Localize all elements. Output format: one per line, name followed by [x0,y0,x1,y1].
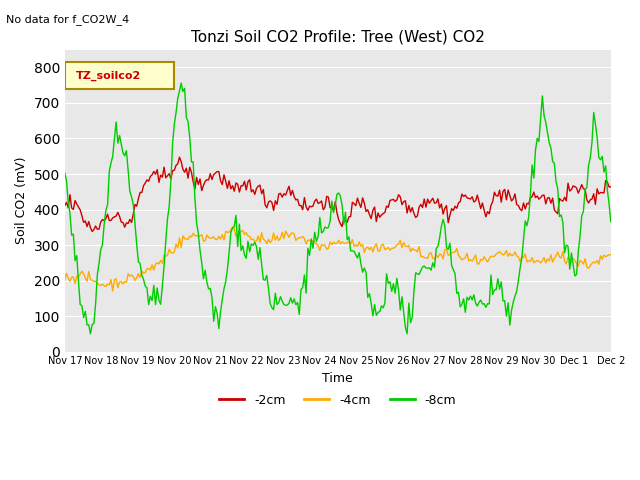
Text: TZ_soilco2: TZ_soilco2 [76,70,141,81]
Legend: -2cm, -4cm, -8cm: -2cm, -4cm, -8cm [214,389,461,412]
Title: Tonzi Soil CO2 Profile: Tree (West) CO2: Tonzi Soil CO2 Profile: Tree (West) CO2 [191,29,484,44]
FancyBboxPatch shape [65,62,174,89]
Y-axis label: Soil CO2 (mV): Soil CO2 (mV) [15,157,28,244]
Text: No data for f_CO2W_4: No data for f_CO2W_4 [6,14,130,25]
X-axis label: Time: Time [323,372,353,385]
